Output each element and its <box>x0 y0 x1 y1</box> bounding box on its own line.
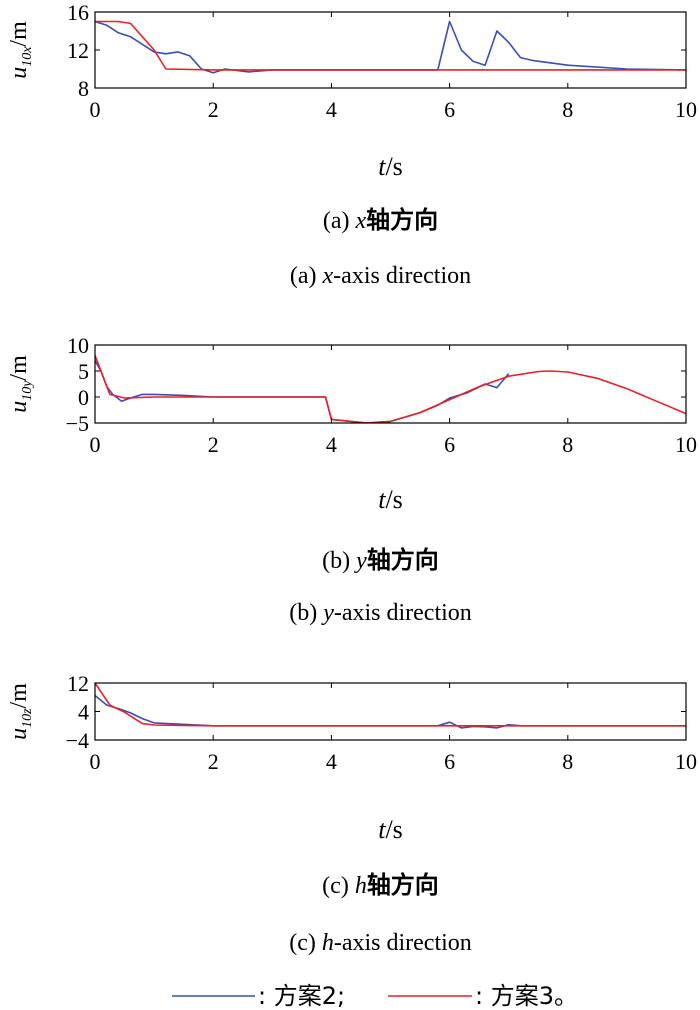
y-axis-label: u10z/m <box>6 683 35 740</box>
x-tick-label: 4 <box>326 749 337 774</box>
x-tick-label: 2 <box>208 97 219 122</box>
y-tick-label: 5 <box>78 359 89 384</box>
y-axis-label: u10y/m <box>6 355 35 413</box>
legend: : 方案2; : 方案3。 <box>172 982 578 1010</box>
y-tick-label: 12 <box>67 38 89 63</box>
caption-cn: (a) x轴方向 <box>323 206 438 234</box>
x-tick-label: 8 <box>562 97 573 122</box>
x-tick-label: 0 <box>90 432 101 457</box>
caption-en: (a) x-axis direction <box>290 263 471 289</box>
series-line-scheme2 <box>95 20 686 74</box>
x-tick-label: 0 <box>90 749 101 774</box>
x-tick-label: 2 <box>208 749 219 774</box>
x-tick-label: 8 <box>562 749 573 774</box>
x-tick-label: 8 <box>562 432 573 457</box>
caption-en: (c) h-axis direction <box>289 930 472 956</box>
plot-frame <box>94 344 687 424</box>
x-axis-label: t/s <box>378 815 403 844</box>
x-tick-label: 6 <box>444 97 455 122</box>
plot-frame <box>94 11 687 89</box>
x-tick-label: 2 <box>208 432 219 457</box>
x-tick-label: 0 <box>90 97 101 122</box>
legend-label-2: : 方案3。 <box>475 982 578 1010</box>
x-tick-label: 10 <box>675 749 697 774</box>
y-tick-label: −4 <box>66 728 89 753</box>
x-tick-label: 4 <box>326 97 337 122</box>
series-line-scheme2 <box>95 694 686 729</box>
x-tick-label: 6 <box>444 432 455 457</box>
x-tick-label: 6 <box>444 749 455 774</box>
y-tick-label: 12 <box>67 671 89 696</box>
series-line-scheme3 <box>95 20 686 71</box>
y-tick-label: 4 <box>78 700 89 725</box>
caption-en: (b) y-axis direction <box>289 600 472 626</box>
y-tick-label: 8 <box>78 76 89 101</box>
x-axis-label: t/s <box>378 485 403 514</box>
y-tick-label: −5 <box>66 411 89 436</box>
y-axis-label: u10x/m <box>6 21 35 79</box>
y-tick-label: 0 <box>78 385 89 410</box>
legend-label-1: : 方案2; <box>258 982 345 1010</box>
x-tick-label: 4 <box>326 432 337 457</box>
y-tick-label: 16 <box>67 0 89 25</box>
series-line-scheme3 <box>95 355 686 423</box>
x-tick-label: 10 <box>675 97 697 122</box>
series-line-scheme2 <box>95 360 510 423</box>
series-line-scheme3 <box>95 683 686 727</box>
plot-frame <box>94 682 687 741</box>
panels: 0 2 4 6 8 10 8 12 16 u10x/m t/s (a) x轴方向 (a) x-axis … <box>6 0 697 956</box>
caption-cn: (c) h轴方向 <box>322 871 439 899</box>
y-tick-label: 10 <box>67 333 89 358</box>
chart-panel-1: 0 2 4 6 8 10 8 12 16 u10x/m t/s (a) x轴方向 (a) x-axis … <box>6 0 697 289</box>
x-tick-label: 10 <box>675 432 697 457</box>
caption-cn: (b) y轴方向 <box>322 546 439 574</box>
x-axis-label: t/s <box>378 152 403 181</box>
chart-panel-3: 0 2 4 6 8 10 −4 4 12 u10z/m t/s (c) h轴方向 (c) h-axis … <box>6 671 697 956</box>
